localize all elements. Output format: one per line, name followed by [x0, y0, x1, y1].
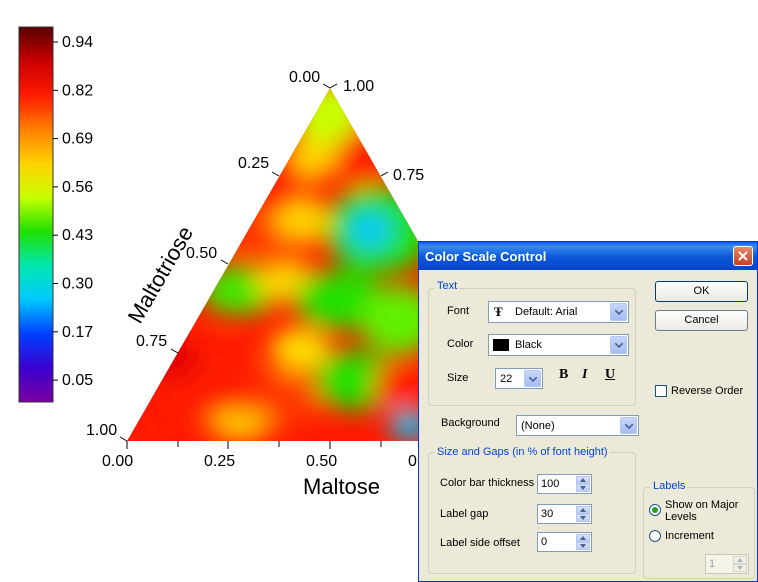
spin-up-button[interactable]	[576, 534, 590, 542]
bottom-tick-0.50: 0.50	[306, 453, 337, 470]
colorbar	[18, 26, 54, 403]
font-value: Default: Arial	[515, 306, 578, 318]
chevron-down-icon	[615, 310, 623, 315]
colorbar-tick-label: 0.17	[62, 324, 93, 341]
thickness-value: 100	[541, 478, 560, 490]
spin-up-button[interactable]	[576, 506, 590, 514]
labels-group-label: Labels	[651, 480, 688, 492]
dialog-title: Color Scale Control	[425, 249, 547, 264]
background-value: (None)	[521, 420, 555, 432]
underline-button[interactable]: U	[605, 367, 616, 382]
colorbar-tick-label: 0.56	[62, 179, 93, 196]
bold-button[interactable]: B	[559, 367, 569, 382]
label-gap-spinner[interactable]: 30	[537, 504, 592, 524]
side-offset-label: Label side offset	[440, 537, 520, 549]
colorbar-ticks: 0.94 0.82 0.69 0.56 0.43 0.30 0.17 0.05	[53, 34, 93, 389]
spin-down-icon	[580, 544, 586, 548]
bottom-tick-0.25: 0.25	[204, 453, 235, 470]
chevron-down-icon	[615, 343, 623, 348]
colorbar-tick-label: 0.05	[62, 372, 93, 389]
spin-down-icon	[580, 486, 586, 490]
show-major-radio[interactable]	[649, 504, 661, 516]
color-value: Black	[515, 339, 542, 351]
font-dropdown-arrow[interactable]	[610, 303, 627, 321]
increment-label[interactable]: Increment	[665, 530, 714, 542]
spin-down-button[interactable]	[576, 542, 590, 550]
ok-button[interactable]: OK	[655, 281, 748, 302]
font-label: Font	[447, 305, 470, 317]
spin-up-icon	[580, 536, 586, 540]
reverse-order-label[interactable]: Reverse Order	[671, 385, 744, 397]
left-tick-0.25: 0.25	[238, 155, 269, 172]
spin-up-button[interactable]	[576, 476, 590, 484]
text-group	[428, 288, 636, 406]
apex-left-label: 0.00	[289, 69, 320, 86]
left-tick-0.75: 0.75	[136, 333, 167, 350]
bottom-tick-partial: 0	[408, 453, 417, 470]
colorbar-tick-label: 0.30	[62, 276, 93, 293]
size-gaps-group-label: Size and Gaps (in % of font height)	[435, 446, 610, 458]
color-scale-dialog: Color Scale Control Text Font Ŧ Default:…	[418, 241, 758, 582]
bottom-tick-0.00: 0.00	[102, 453, 133, 470]
spin-up-icon	[737, 558, 743, 562]
background-dropdown[interactable]: (None)	[516, 415, 639, 436]
thickness-spinner[interactable]: 100	[537, 474, 592, 494]
color-dropdown-arrow[interactable]	[610, 336, 627, 354]
thickness-label: Color bar thickness	[440, 477, 535, 489]
spin-down-button[interactable]	[733, 564, 747, 572]
close-button[interactable]	[733, 246, 753, 266]
color-label: Color	[447, 338, 474, 350]
spin-down-icon	[580, 516, 586, 520]
font-dropdown[interactable]: Ŧ Default: Arial	[488, 301, 629, 323]
show-major-label[interactable]: Show on Major Levels	[665, 499, 739, 523]
label-gap-label: Label gap	[440, 508, 489, 520]
reverse-order-checkbox[interactable]	[655, 385, 667, 397]
chevron-down-icon	[529, 377, 537, 382]
text-group-label: Text	[435, 280, 460, 292]
labels-group	[643, 487, 755, 579]
colorbar-tick-label: 0.43	[62, 227, 93, 244]
cancel-button[interactable]: Cancel	[655, 310, 748, 331]
spin-down-icon	[737, 566, 743, 570]
dialog-titlebar[interactable]: Color Scale Control	[419, 242, 757, 270]
axis-ticks	[119, 83, 389, 449]
spin-down-button[interactable]	[576, 484, 590, 492]
left-tick-0.50: 0.50	[186, 245, 217, 262]
background-label: Background	[441, 417, 500, 429]
left-axis-title: Maltotriose	[123, 222, 198, 328]
label-gap-value: 30	[541, 508, 554, 520]
right-tick-0.75: 0.75	[393, 167, 424, 184]
colorbar-tick-label: 0.82	[62, 82, 93, 99]
side-offset-spinner[interactable]: 0	[537, 532, 592, 552]
size-label: Size	[447, 372, 469, 384]
colorbar-tick-label: 0.94	[62, 34, 93, 51]
increment-radio[interactable]	[649, 530, 661, 542]
size-dropdown-arrow[interactable]	[524, 370, 541, 387]
increment-spinner[interactable]: 1	[705, 554, 749, 574]
size-dropdown[interactable]: 22	[495, 368, 543, 389]
increment-value: 1	[709, 558, 716, 570]
bottom-axis-title: Maltose	[303, 474, 380, 499]
spin-down-button[interactable]	[576, 514, 590, 522]
color-swatch	[493, 339, 509, 351]
colorbar-tick-label: 0.69	[62, 131, 93, 148]
right-tick-1.00: 1.00	[343, 78, 374, 95]
spin-up-icon	[580, 478, 586, 482]
close-icon	[738, 251, 748, 261]
background-dropdown-arrow[interactable]	[620, 417, 637, 434]
chevron-down-icon	[625, 424, 633, 429]
truetype-icon: Ŧ	[494, 304, 503, 319]
spin-up-button[interactable]	[733, 556, 747, 564]
size-value: 22	[500, 373, 513, 385]
color-dropdown[interactable]: Black	[488, 334, 629, 356]
spin-up-icon	[580, 508, 586, 512]
left-tick-1.00: 1.00	[86, 422, 117, 439]
side-offset-value: 0	[541, 536, 548, 548]
italic-button[interactable]: I	[582, 367, 588, 382]
